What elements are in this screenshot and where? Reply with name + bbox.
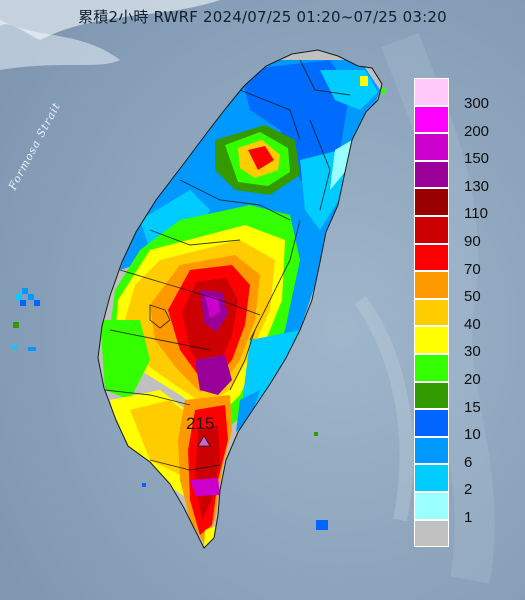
legend-row-90: 90	[412, 215, 517, 250]
legend-row-40: 40	[412, 298, 517, 333]
legend-label: 110	[464, 205, 488, 223]
legend-label: 6	[464, 453, 473, 471]
legend-swatch	[414, 519, 449, 548]
legend-swatch	[414, 326, 449, 354]
legend-swatch	[414, 160, 449, 189]
legend-swatch	[414, 133, 449, 161]
legend-row-200: 200	[412, 105, 517, 140]
legend-swatch	[414, 271, 449, 299]
legend-row-20: 20	[412, 353, 517, 388]
legend-swatch	[414, 298, 449, 327]
legend-swatch	[414, 215, 449, 244]
legend-row-0	[412, 519, 517, 548]
legend-row-300: 300	[412, 78, 517, 112]
legend-label: 10	[464, 426, 481, 444]
legend-row-50: 50	[412, 271, 517, 305]
legend-row-150: 150	[412, 133, 517, 167]
legend-row-6: 6	[412, 436, 517, 471]
legend-label: 200	[464, 122, 490, 140]
legend-label: 30	[464, 343, 481, 361]
legend-row-2: 2	[412, 464, 517, 498]
legend-row-110: 110	[412, 188, 517, 222]
legend-row-70: 70	[412, 243, 517, 278]
legend-label: 15	[464, 398, 481, 416]
legend-label: 2	[464, 481, 473, 499]
legend-row-15: 15	[412, 381, 517, 416]
legend-row-1: 1	[412, 491, 517, 526]
legend-label: 130	[464, 177, 490, 195]
legend-swatch	[414, 381, 449, 410]
legend-swatch	[414, 409, 449, 437]
legend-label: 40	[464, 315, 481, 333]
legend-row-130: 130	[412, 160, 517, 195]
legend-row-30: 30	[412, 326, 517, 360]
legend-swatch	[414, 491, 449, 520]
legend-swatch	[414, 78, 449, 106]
legend-swatch	[414, 188, 449, 216]
legend-label: 300	[464, 95, 490, 112]
legend-label: 20	[464, 370, 481, 388]
legend-label: 1	[464, 508, 473, 526]
legend-swatch	[414, 105, 449, 134]
rainfall-legend: 300 200 150 130 110 90 70 50 40 30 20 15…	[412, 78, 517, 548]
legend-swatch	[414, 436, 449, 465]
map-title: 累積2小時 RWRF 2024/07/25 01:20~07/25 03:20	[78, 8, 447, 26]
legend-swatch	[414, 353, 449, 382]
peak-value: 215	[186, 414, 215, 433]
legend-label: 50	[464, 288, 481, 306]
legend-swatch	[414, 243, 449, 272]
legend-label: 70	[464, 260, 481, 278]
legend-swatch	[414, 464, 449, 492]
legend-label: 150	[464, 150, 490, 168]
legend-row-10: 10	[412, 409, 517, 443]
legend-label: 90	[464, 232, 481, 250]
